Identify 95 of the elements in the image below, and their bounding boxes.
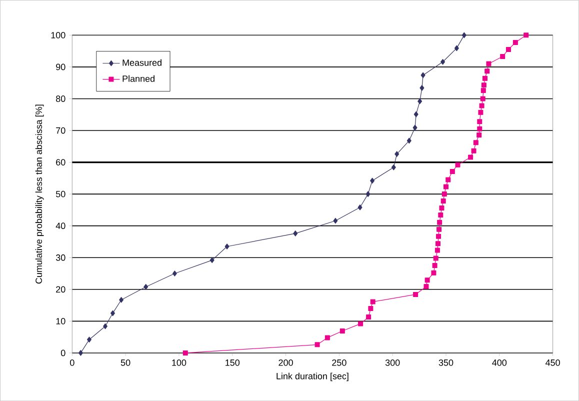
point bbox=[479, 103, 484, 108]
point bbox=[431, 270, 436, 276]
point bbox=[119, 296, 124, 303]
point bbox=[524, 32, 529, 38]
point bbox=[500, 54, 506, 59]
point bbox=[476, 132, 482, 138]
point bbox=[486, 61, 492, 66]
point bbox=[224, 244, 230, 250]
point bbox=[477, 119, 482, 124]
point bbox=[358, 204, 362, 210]
x-tick-label: 0 bbox=[70, 359, 74, 366]
point bbox=[455, 162, 460, 168]
point bbox=[446, 177, 451, 182]
x-axis-title: Link duration [sec] bbox=[276, 372, 348, 382]
x-tick-label: 450 bbox=[546, 359, 560, 366]
y-tick-label: 30 bbox=[56, 254, 66, 261]
point bbox=[182, 350, 188, 356]
point bbox=[412, 124, 418, 130]
point bbox=[293, 230, 298, 236]
point bbox=[358, 321, 364, 326]
x-tick-label: 250 bbox=[332, 359, 346, 366]
point bbox=[333, 218, 338, 224]
x-tick-label: 300 bbox=[385, 359, 400, 366]
point bbox=[480, 96, 486, 102]
y-tick-label: 10 bbox=[56, 318, 66, 324]
point bbox=[471, 148, 476, 154]
point bbox=[144, 284, 148, 290]
point bbox=[210, 257, 214, 264]
y-tick-label: 80 bbox=[56, 95, 66, 102]
point bbox=[110, 310, 115, 316]
point bbox=[477, 126, 482, 132]
point bbox=[370, 178, 375, 184]
x-tick-label: 100 bbox=[172, 359, 186, 366]
point bbox=[484, 68, 490, 74]
y-tick-label: 60 bbox=[56, 159, 66, 166]
point bbox=[172, 270, 177, 276]
y-tick-label: 50 bbox=[56, 190, 66, 198]
point bbox=[418, 98, 422, 104]
point bbox=[432, 263, 438, 268]
point bbox=[414, 111, 418, 118]
point bbox=[394, 151, 400, 157]
y-tick-label: 0 bbox=[60, 350, 66, 356]
x-tick-label: 200 bbox=[278, 359, 293, 366]
point bbox=[340, 328, 345, 334]
x-tick-label: 50 bbox=[120, 359, 130, 366]
point bbox=[440, 198, 446, 204]
point bbox=[438, 212, 444, 218]
point bbox=[482, 76, 488, 81]
point bbox=[436, 234, 442, 239]
y-axis-title: Cumulative probability less than abscissa [%] bbox=[35, 104, 44, 284]
point bbox=[440, 58, 446, 65]
point bbox=[434, 248, 440, 253]
point bbox=[454, 45, 459, 52]
y-tick-label: 100 bbox=[51, 32, 66, 38]
point bbox=[87, 336, 92, 342]
point bbox=[442, 192, 447, 197]
point bbox=[366, 191, 370, 197]
point bbox=[103, 323, 108, 330]
legend-label: Planned bbox=[122, 75, 154, 82]
point bbox=[512, 40, 518, 45]
point bbox=[314, 342, 320, 348]
point bbox=[370, 299, 376, 304]
y-tick-label: 40 bbox=[56, 222, 66, 229]
point bbox=[324, 335, 330, 340]
point bbox=[433, 256, 438, 261]
point bbox=[424, 284, 429, 289]
point bbox=[473, 140, 478, 146]
point bbox=[368, 306, 374, 311]
y-tick-label: 70 bbox=[56, 127, 66, 134]
point bbox=[435, 241, 440, 246]
point bbox=[437, 220, 442, 225]
point bbox=[439, 205, 444, 210]
point bbox=[420, 84, 424, 91]
point bbox=[478, 110, 484, 115]
y-tick-label: 90 bbox=[56, 64, 66, 70]
point bbox=[462, 32, 466, 38]
x-tick-label: 150 bbox=[226, 359, 240, 366]
x-tick-label: 400 bbox=[492, 359, 507, 366]
point bbox=[480, 88, 486, 93]
x-tick-label: 350 bbox=[438, 359, 454, 366]
point bbox=[420, 72, 426, 78]
legend-label: Measured bbox=[122, 59, 162, 66]
point bbox=[444, 184, 448, 190]
point bbox=[436, 226, 442, 232]
point bbox=[424, 278, 430, 283]
point bbox=[450, 168, 455, 174]
point bbox=[391, 164, 396, 170]
y-tick-label: 20 bbox=[56, 286, 66, 293]
point bbox=[413, 292, 418, 297]
point bbox=[481, 82, 486, 88]
point bbox=[468, 154, 474, 160]
point bbox=[406, 138, 412, 144]
point bbox=[506, 46, 511, 52]
point bbox=[366, 314, 372, 320]
point bbox=[78, 350, 83, 356]
